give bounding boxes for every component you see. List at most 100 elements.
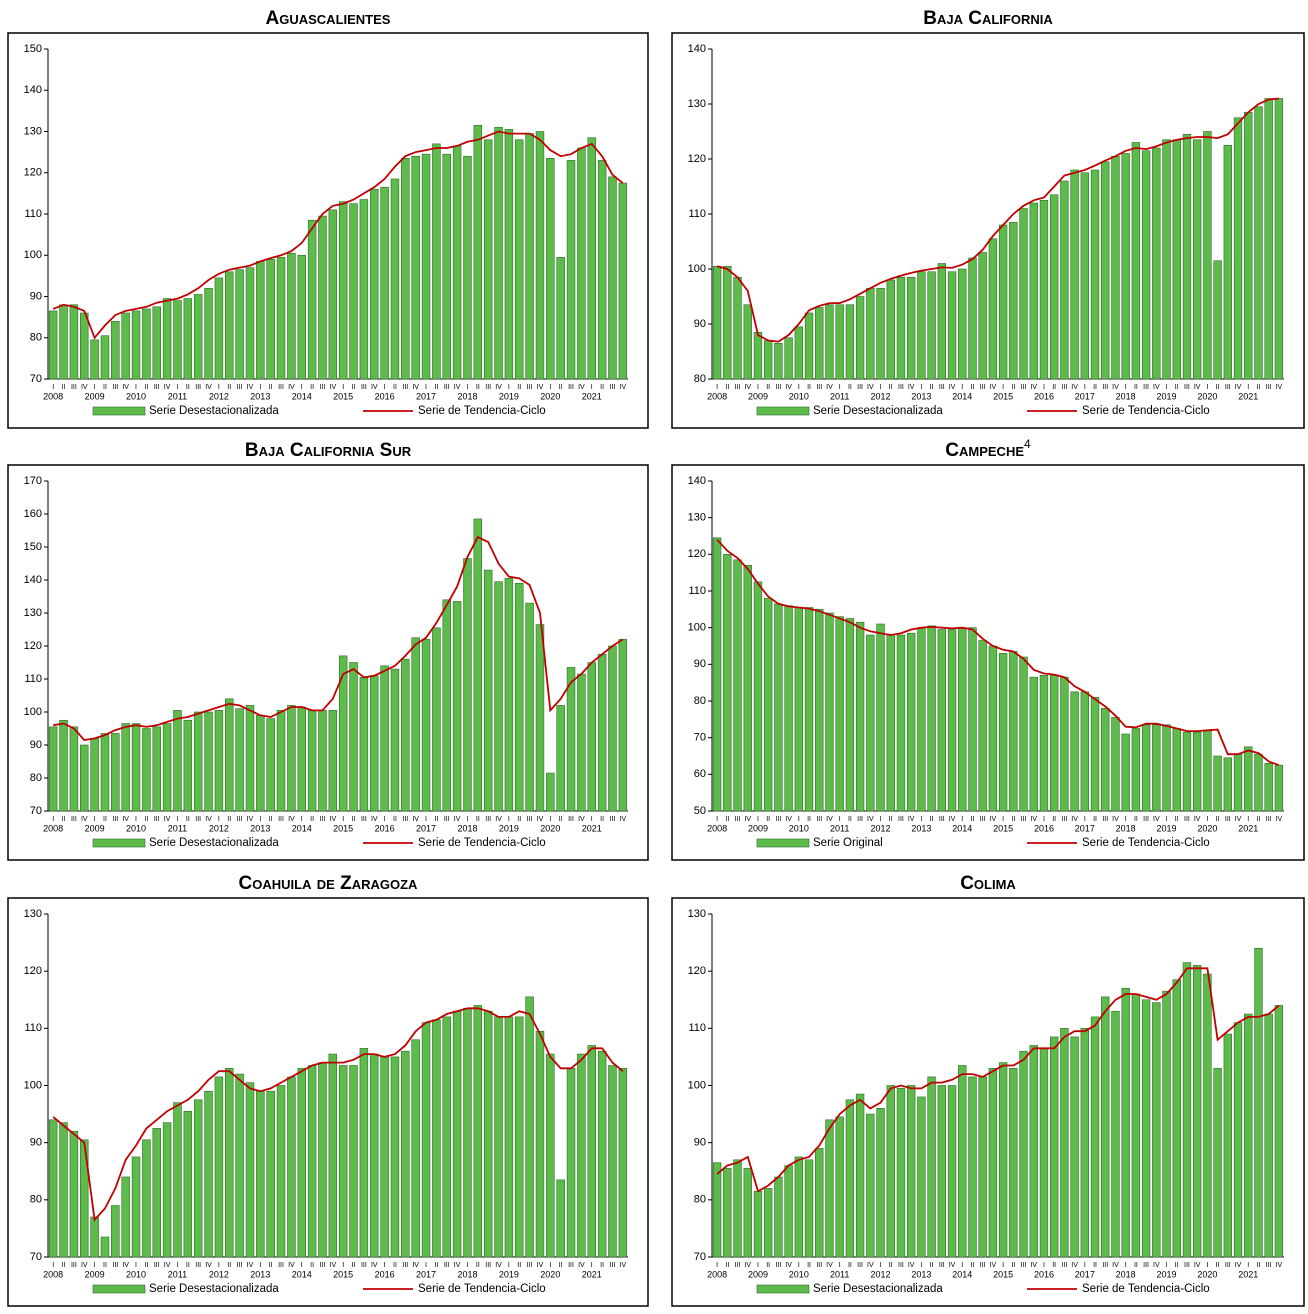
x-tick-label: III bbox=[980, 1262, 986, 1269]
bar bbox=[577, 147, 586, 380]
x-tick-label: III bbox=[1143, 384, 1149, 391]
bar bbox=[597, 160, 607, 380]
x-tick-label: IV bbox=[1194, 384, 1201, 391]
x-tick-label: I bbox=[1206, 384, 1208, 391]
bar bbox=[947, 271, 957, 380]
bar bbox=[1070, 1036, 1079, 1258]
x-tick-label: III bbox=[1143, 816, 1149, 823]
x-tick-label: II bbox=[1134, 384, 1138, 391]
trend-line bbox=[52, 1007, 624, 1222]
bar bbox=[1223, 1033, 1233, 1258]
bar bbox=[855, 1093, 865, 1258]
bar bbox=[988, 1068, 998, 1258]
year-label: 2015 bbox=[993, 1269, 1013, 1279]
bar bbox=[978, 1076, 987, 1258]
bar bbox=[1039, 675, 1049, 812]
bar bbox=[618, 182, 628, 380]
x-tick-label: III bbox=[980, 816, 986, 823]
x-tick-label: I bbox=[961, 1262, 963, 1269]
x-tick-label: I bbox=[757, 1262, 759, 1269]
x-tick-label: I bbox=[839, 1262, 841, 1269]
year-label: 2017 bbox=[416, 1269, 436, 1279]
x-tick-label: I bbox=[716, 816, 718, 823]
x-tick-label: IV bbox=[537, 816, 544, 823]
x-tick-label: I bbox=[94, 1262, 96, 1269]
bar bbox=[504, 129, 514, 380]
bar bbox=[855, 621, 865, 812]
x-tick-label: IV bbox=[412, 384, 419, 391]
x-tick-label: I bbox=[549, 1262, 551, 1269]
y-tick-label: 110 bbox=[688, 208, 706, 220]
bar bbox=[494, 127, 503, 380]
x-tick-label: II bbox=[1011, 816, 1015, 823]
bar bbox=[535, 1030, 545, 1258]
bar bbox=[183, 719, 193, 812]
x-tick-label: III bbox=[816, 816, 822, 823]
bar bbox=[1213, 1068, 1222, 1258]
bar bbox=[131, 723, 141, 812]
bar bbox=[1090, 697, 1100, 812]
x-tick-label: II bbox=[1216, 384, 1220, 391]
x-tick-label: I bbox=[1084, 816, 1086, 823]
x-tick-label: III bbox=[1061, 816, 1067, 823]
x-tick-label: II bbox=[144, 384, 148, 391]
bar bbox=[173, 300, 182, 380]
bar bbox=[947, 1085, 957, 1258]
bar bbox=[1172, 979, 1181, 1258]
y-tick-label: 80 bbox=[30, 332, 42, 344]
year-label: 2009 bbox=[748, 391, 768, 401]
x-tick-label: I bbox=[716, 1262, 718, 1269]
bar bbox=[1264, 98, 1273, 380]
x-tick-label: IV bbox=[826, 384, 833, 391]
bar bbox=[1111, 155, 1120, 380]
bar bbox=[1152, 147, 1161, 380]
bar bbox=[1152, 1002, 1161, 1258]
year-label: 2013 bbox=[911, 391, 931, 401]
x-tick-label: II bbox=[766, 384, 770, 391]
x-tick-label: III bbox=[71, 384, 77, 391]
x-tick-label: I bbox=[301, 384, 303, 391]
x-tick-label: II bbox=[766, 1262, 770, 1269]
year-label: 2010 bbox=[789, 823, 809, 833]
bar bbox=[276, 710, 286, 812]
bar bbox=[494, 1016, 503, 1258]
x-tick-label: III bbox=[939, 384, 945, 391]
bar bbox=[1141, 999, 1151, 1258]
x-tick-label: II bbox=[766, 816, 770, 823]
y-tick-label: 100 bbox=[688, 622, 706, 634]
bar bbox=[131, 310, 141, 380]
x-tick-label: III bbox=[568, 1262, 574, 1269]
x-tick-label: IV bbox=[1112, 1262, 1119, 1269]
x-tick-label: II bbox=[600, 384, 604, 391]
y-tick-label: 140 bbox=[24, 84, 42, 96]
x-tick-label: IV bbox=[454, 1262, 461, 1269]
bar bbox=[1121, 153, 1130, 380]
bar bbox=[401, 158, 410, 380]
legend-label: Serie Desestacionalizada bbox=[813, 1283, 943, 1295]
x-tick-label: I bbox=[176, 1262, 178, 1269]
x-tick-label: III bbox=[444, 816, 450, 823]
bar bbox=[411, 637, 420, 812]
x-tick-label: I bbox=[52, 816, 54, 823]
year-label: 2018 bbox=[457, 823, 477, 833]
y-tick-label: 130 bbox=[688, 908, 706, 920]
x-tick-label: II bbox=[103, 816, 107, 823]
bar bbox=[998, 653, 1008, 812]
bar bbox=[794, 326, 804, 380]
bar bbox=[173, 1102, 182, 1258]
x-tick-label: II bbox=[144, 1262, 148, 1269]
x-tick-label: III bbox=[1102, 384, 1108, 391]
chart-title-text: Coahuila de Zaragoza bbox=[239, 873, 418, 894]
bar bbox=[1244, 111, 1253, 380]
bar bbox=[1192, 731, 1202, 812]
bar bbox=[421, 1022, 431, 1258]
bar bbox=[794, 1156, 804, 1258]
bar bbox=[1162, 990, 1171, 1258]
x-tick-label: II bbox=[971, 816, 975, 823]
chart-title: Baja California bbox=[923, 8, 1053, 29]
year-label: 2010 bbox=[789, 391, 809, 401]
x-tick-label: II bbox=[476, 816, 480, 823]
bar bbox=[245, 267, 255, 380]
bar bbox=[1101, 996, 1110, 1258]
year-label: 2011 bbox=[830, 1269, 849, 1279]
